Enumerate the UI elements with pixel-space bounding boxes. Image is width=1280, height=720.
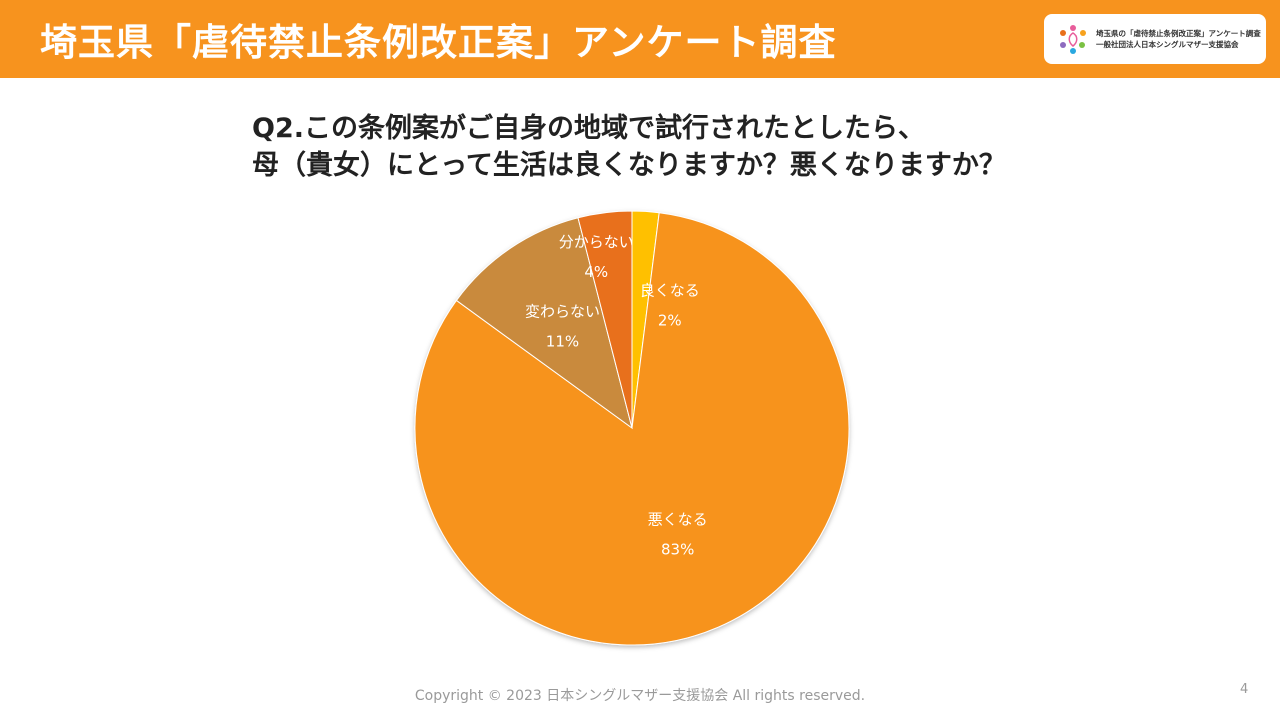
organization-logo: 埼玉県の「虐待禁止条例改正案」アンケート調査 一般社団法人日本シングルマザー支援… xyxy=(1044,14,1266,64)
pie-slice-3 xyxy=(577,210,633,429)
page-title: 埼玉県「虐待禁止条例改正案」アンケート調査 xyxy=(40,21,837,64)
page-number: 4 xyxy=(1240,682,1249,697)
question-text: Q2.この条例案がご自身の地域で試行されたとしたら、 母（貴女）にとって生活は良… xyxy=(252,110,1052,184)
slice-category-label: 変わらない xyxy=(525,303,600,321)
logo-mark-icon xyxy=(1060,25,1086,54)
logo-text-line2: 一般社団法人日本シングルマザー支援協会 xyxy=(1096,40,1239,49)
slice-percent-label: 83% xyxy=(661,541,694,559)
pie-slice-1 xyxy=(414,212,850,646)
logo-text-line1: 埼玉県の「虐待禁止条例改正案」アンケート調査 xyxy=(1096,29,1261,38)
question-line1: Q2.この条例案がご自身の地域で試行されたとしたら、 xyxy=(252,113,925,144)
slice-percent-label: 11% xyxy=(546,333,579,351)
pie-slice-2 xyxy=(455,217,633,430)
slice-percent-label: 2% xyxy=(658,312,682,330)
slice-category-label: 分からない xyxy=(559,233,634,251)
slice-percent-label: 4% xyxy=(584,263,608,281)
question-line2: 母（貴女）にとって生活は良くなりますか？悪くなりますか？ xyxy=(252,150,1006,181)
header-bar: 埼玉県「虐待禁止条例改正案」アンケート調査 埼玉県の「虐待禁止条例改正案」アンケ… xyxy=(0,0,1280,78)
slice-category-label: 悪くなる xyxy=(648,511,708,529)
copyright-footer: Copyright © 2023 日本シングルマザー支援協会 All right… xyxy=(414,688,866,704)
slice-category-label: 良くなる xyxy=(640,282,700,300)
